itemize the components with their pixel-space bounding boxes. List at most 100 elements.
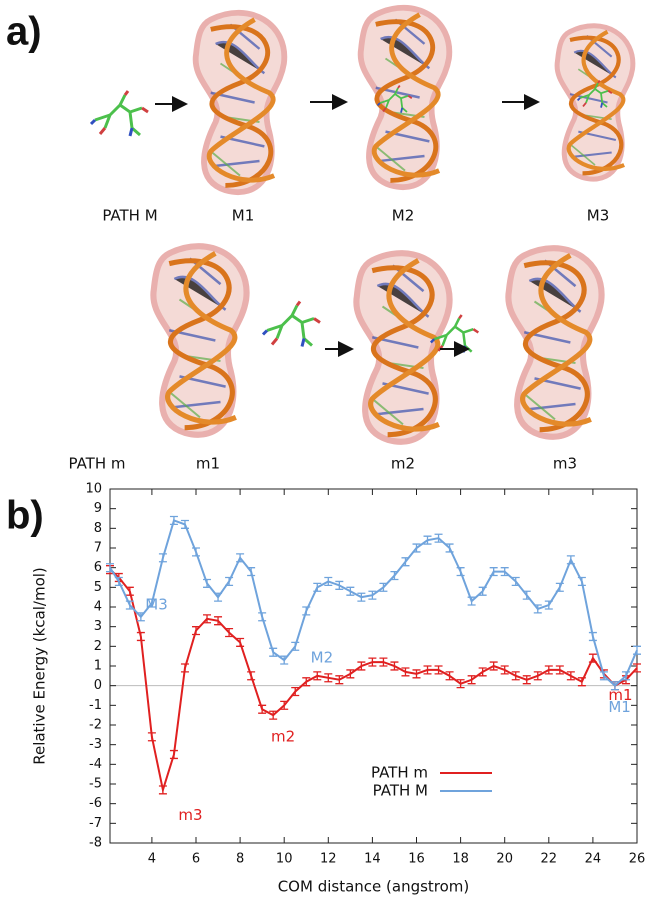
- error-bar: [478, 667, 487, 677]
- panel-label: b): [6, 494, 44, 538]
- error-bar: [456, 567, 465, 577]
- x-tick-label: 26: [629, 852, 646, 867]
- error-bar: [621, 671, 630, 681]
- error-bar: [511, 576, 520, 587]
- dna-structure: [196, 13, 285, 192]
- error-bar: [434, 665, 443, 675]
- y-tick-label: -1: [89, 698, 102, 713]
- error-bar: [280, 700, 289, 710]
- x-tick-label: 22: [541, 852, 558, 867]
- error-bar: [191, 626, 200, 636]
- y-tick-label: -6: [89, 796, 102, 811]
- error-bar: [588, 631, 597, 642]
- error-bar: [114, 576, 123, 587]
- dna-structure: [153, 246, 246, 435]
- error-bar: [555, 582, 564, 592]
- y-tick-label: -3: [89, 737, 102, 752]
- path-label: PATH m: [68, 455, 125, 473]
- error-bar: [335, 675, 344, 685]
- error-bar: [633, 645, 641, 655]
- error-bar: [456, 679, 465, 689]
- error-bar: [390, 661, 399, 671]
- error-bar: [346, 586, 355, 596]
- error-bar: [445, 543, 454, 553]
- error-bar: [302, 606, 311, 616]
- annotation: M2: [311, 649, 334, 667]
- error-bar: [158, 785, 167, 795]
- dna-structure: [508, 248, 601, 437]
- error-bar: [467, 596, 476, 606]
- error-bar: [522, 675, 531, 685]
- error-bar: [489, 661, 498, 671]
- y-tick-label: -4: [89, 757, 102, 772]
- error-bar: [423, 665, 432, 675]
- error-bar: [379, 657, 388, 667]
- error-bar: [544, 665, 553, 675]
- error-bar: [467, 675, 476, 685]
- y-tick-label: -2: [89, 718, 102, 733]
- error-bar: [412, 669, 421, 679]
- series-line: [109, 568, 638, 794]
- annotation: M1: [608, 698, 631, 716]
- legend-label: PATH m: [371, 764, 428, 782]
- error-bar: [258, 704, 267, 714]
- error-bar: [390, 570, 399, 581]
- y-tick-label: 7: [94, 541, 102, 556]
- error-bar: [313, 582, 322, 592]
- error-bar: [291, 641, 300, 651]
- error-bar: [610, 681, 619, 691]
- error-bar: [533, 671, 542, 681]
- error-bar: [180, 663, 189, 673]
- error-bar: [423, 535, 432, 545]
- error-bar: [489, 567, 498, 577]
- annotation: m2: [271, 727, 295, 745]
- error-bar: [313, 671, 322, 681]
- error-bar: [357, 592, 366, 602]
- error-bar: [136, 612, 145, 622]
- x-tick-label: 12: [320, 852, 337, 867]
- error-bar: [302, 677, 311, 687]
- error-bar: [445, 671, 454, 681]
- error-bar: [401, 557, 410, 567]
- error-bar: [180, 519, 189, 529]
- state-label: M2: [392, 207, 415, 225]
- x-tick-label: 14: [364, 852, 381, 867]
- annotation: m3: [178, 806, 202, 824]
- error-bar: [269, 710, 278, 720]
- error-bar: [434, 533, 443, 543]
- error-bar: [588, 653, 597, 663]
- error-bar: [555, 665, 564, 675]
- error-bar: [236, 553, 245, 563]
- state-label: M1: [232, 207, 255, 225]
- error-bar: [324, 576, 333, 587]
- y-tick-label: 4: [94, 600, 102, 615]
- x-tick-label: 4: [148, 852, 156, 867]
- state-label: m2: [391, 455, 415, 473]
- error-bar: [136, 631, 145, 642]
- error-bar: [203, 578, 212, 588]
- error-bar: [147, 732, 156, 742]
- error-bar: [368, 657, 377, 667]
- error-bar: [577, 677, 586, 687]
- error-bar: [324, 673, 333, 683]
- error-bar: [566, 555, 575, 565]
- error-bar: [169, 749, 178, 760]
- error-bar: [633, 663, 641, 673]
- error-bar: [357, 661, 366, 671]
- ligand: [262, 299, 322, 349]
- error-bar: [335, 580, 344, 590]
- y-tick-label: 10: [85, 482, 102, 497]
- error-bar: [225, 627, 234, 638]
- error-bar: [401, 667, 410, 677]
- error-bar: [258, 612, 267, 622]
- x-tick-label: 8: [236, 852, 244, 867]
- error-bar: [125, 586, 134, 596]
- error-bar: [214, 616, 223, 626]
- dna-structure: [356, 253, 449, 442]
- y-tick-label: 0: [94, 678, 102, 693]
- legend-label: PATH M: [373, 782, 428, 800]
- error-bar: [533, 604, 542, 614]
- ligand: [90, 90, 150, 138]
- error-bar: [280, 655, 289, 665]
